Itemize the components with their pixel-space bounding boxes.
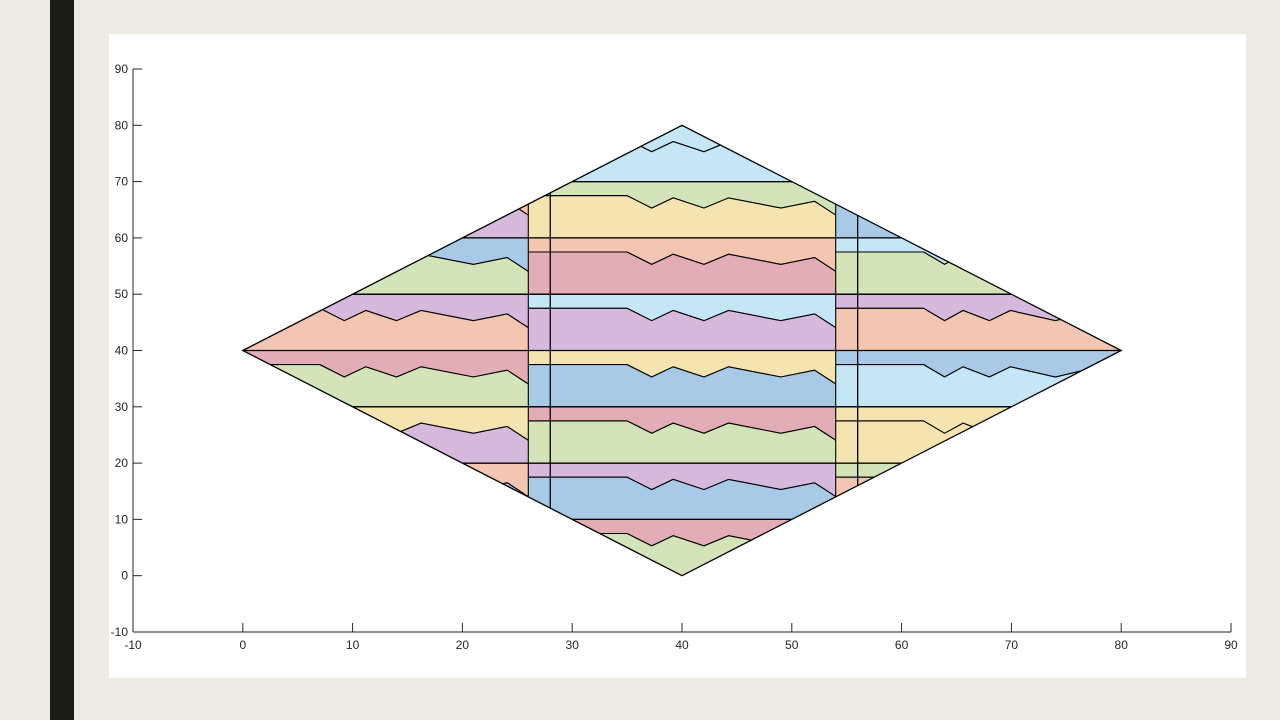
y-tick-label: 70 (115, 175, 129, 189)
axes-group: -10 0 10 20 30 40 50 60 70 80 90 -10 0 10 20 30 40 50 60 70… (111, 62, 1238, 652)
y-tick-label: 90 (115, 62, 129, 76)
y-tick-label: 20 (115, 456, 129, 470)
y-tick-label: 40 (115, 344, 129, 358)
x-tick-label: 90 (1224, 638, 1238, 652)
x-tick-label: 50 (785, 638, 799, 652)
tile-c2-r1-lower (835, 420, 1122, 464)
y-tick-label: 80 (115, 118, 129, 132)
x-tick-label: 0 (239, 638, 246, 652)
tile-c2-r5-upper (835, 181, 1122, 217)
tile-c0-r5-lower (242, 195, 573, 239)
tile-c2-r0-lower (835, 476, 1122, 520)
x-tick-label: 30 (566, 638, 580, 652)
y-tick-label: -10 (111, 625, 129, 639)
y-tick-label: 60 (115, 231, 129, 245)
rhombus-outline (241, 124, 1123, 577)
tile-c2-r4-lower (835, 251, 1122, 295)
x-tick-label: 70 (1005, 638, 1019, 652)
x-tick-label: 10 (346, 638, 360, 652)
x-tick-label: -10 (124, 638, 142, 652)
side-accent-bar (50, 0, 74, 720)
y-tick-label: 10 (115, 512, 129, 526)
tile-c2-r0-upper (835, 462, 1122, 498)
tile-c2-r5-lower (835, 195, 1122, 239)
y-tick-label: 50 (115, 287, 129, 301)
x-tick-label: 60 (895, 638, 909, 652)
y-tick-label: 30 (115, 400, 129, 414)
outlines-group (241, 124, 1123, 577)
x-tick-label: 40 (675, 638, 689, 652)
x-tick-label: 80 (1115, 638, 1129, 652)
x-tick-label: 20 (456, 638, 470, 652)
y-tick-label: 0 (121, 569, 128, 583)
